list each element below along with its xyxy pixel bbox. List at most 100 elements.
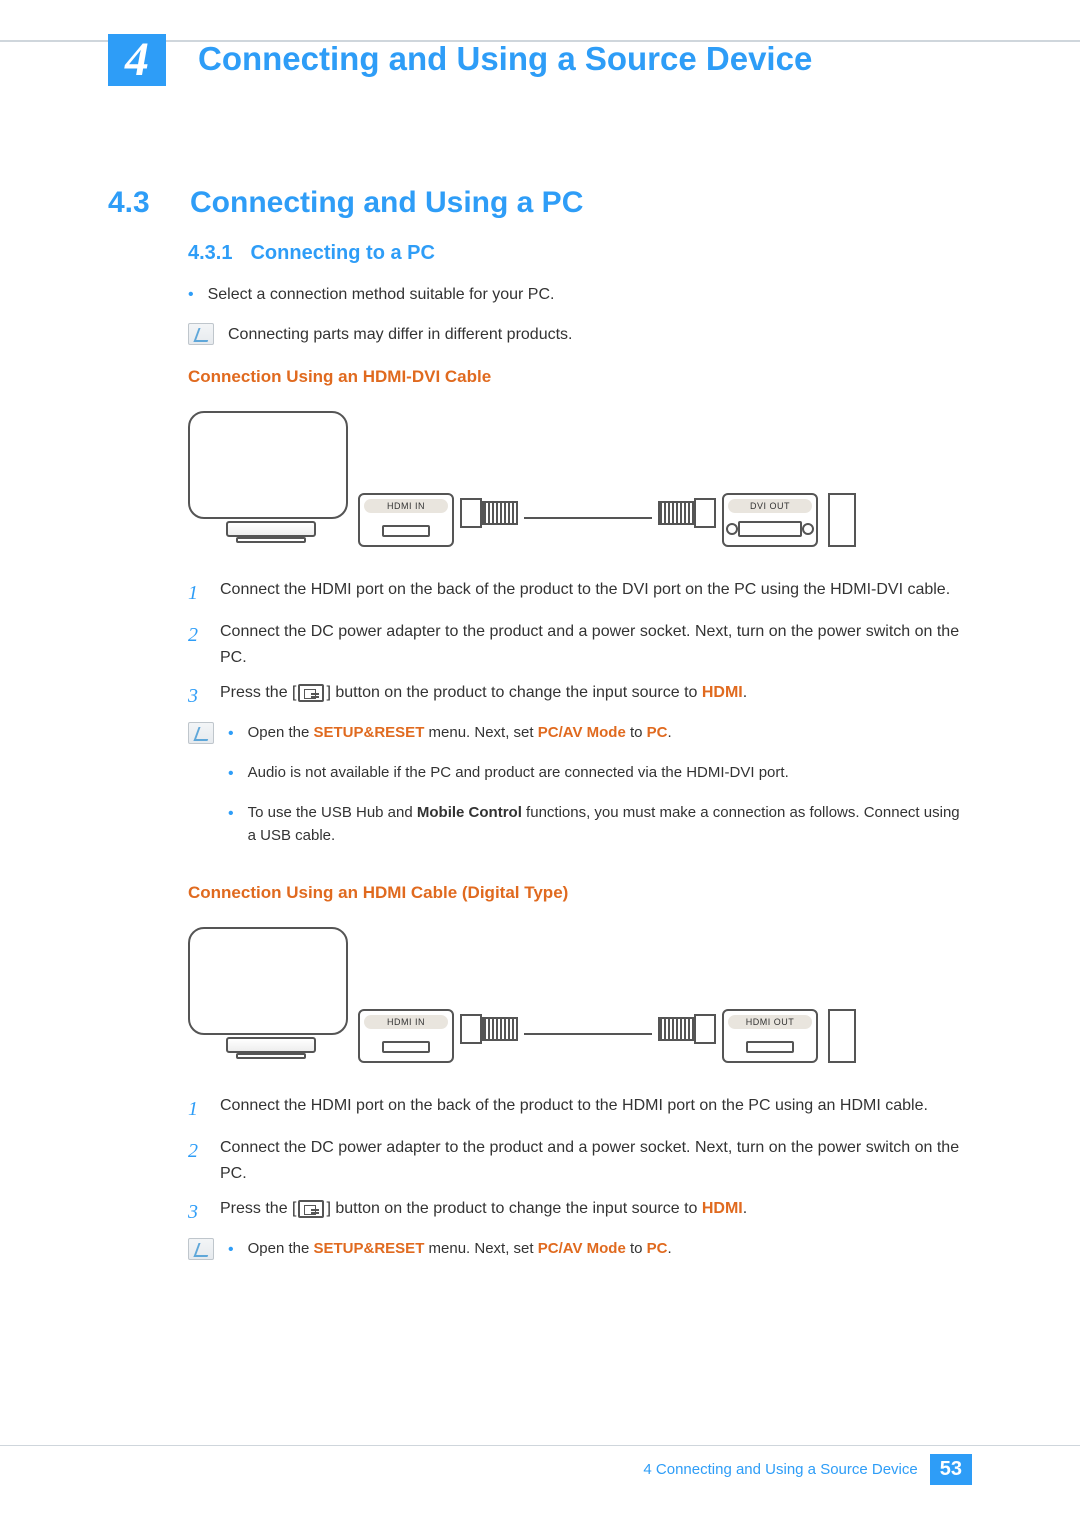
text: . xyxy=(668,1240,672,1257)
highlight: PC xyxy=(647,1240,668,1257)
dvi-out-label: DVI OUT xyxy=(728,499,812,513)
hdmi-steps: 1 Connect the HDMI port on the back of t… xyxy=(188,1093,972,1228)
source-button-icon xyxy=(298,684,324,702)
note-item: • Audio is not available if the PC and p… xyxy=(228,762,972,786)
step-number: 1 xyxy=(188,1093,206,1125)
step-text: Connect the HDMI port on the back of the… xyxy=(220,1093,972,1125)
pc-icon xyxy=(828,1009,856,1063)
text: . xyxy=(668,724,672,741)
note-item: • To use the USB Hub and Mobile Control … xyxy=(228,802,972,847)
section-title: Connecting and Using a PC xyxy=(190,186,583,220)
note-item: • Open the SETUP&RESET menu. Next, set P… xyxy=(228,722,972,746)
hdmi-in-label: HDMI IN xyxy=(364,499,448,513)
cable-line xyxy=(524,1033,652,1035)
note-text: Open the SETUP&RESET menu. Next, set PC/… xyxy=(248,722,672,746)
note-text: Audio is not available if the PC and pro… xyxy=(248,762,789,786)
hdmi-in-port: HDMI IN xyxy=(358,493,454,547)
text: . xyxy=(743,1200,747,1217)
text: to xyxy=(626,724,647,741)
bullet-icon: • xyxy=(228,1238,234,1262)
highlight: PC/AV Mode xyxy=(538,1240,626,1257)
intro-note: Connecting parts may differ in different… xyxy=(188,323,972,347)
bullet-icon: • xyxy=(188,283,194,307)
highlight: HDMI xyxy=(702,1200,743,1217)
step-number: 2 xyxy=(188,1135,206,1186)
section-heading: 4.3 Connecting and Using a PC xyxy=(108,186,972,220)
step-text: Connect the HDMI port on the back of the… xyxy=(220,577,972,609)
text: Open the xyxy=(248,724,314,741)
intro-note-text: Connecting parts may differ in different… xyxy=(228,323,572,347)
highlight: HDMI xyxy=(702,684,743,701)
footer-page-number: 53 xyxy=(930,1454,972,1485)
section-number: 4.3 xyxy=(108,186,168,220)
monitor-icon xyxy=(188,927,354,1063)
text: to xyxy=(626,1240,647,1257)
dvi-out-port: DVI OUT xyxy=(722,493,818,547)
note-text: To use the USB Hub and Mobile Control fu… xyxy=(248,802,972,847)
list-item: 2 Connect the DC power adapter to the pr… xyxy=(188,619,972,670)
hdmi-heading: Connection Using an HDMI Cable (Digital … xyxy=(188,883,972,903)
text: menu. Next, set xyxy=(424,1240,537,1257)
note-icon xyxy=(188,1238,214,1260)
hdmi-notes: • Open the SETUP&RESET menu. Next, set P… xyxy=(188,1238,972,1278)
hdmi-out-port: HDMI OUT xyxy=(722,1009,818,1063)
step-text: Connect the DC power adapter to the prod… xyxy=(220,619,972,670)
chapter-title: Connecting and Using a Source Device xyxy=(198,40,812,78)
note-icon xyxy=(188,323,214,345)
hdmi-dvi-notes: • Open the SETUP&RESET menu. Next, set P… xyxy=(188,722,972,863)
list-item: 1 Connect the HDMI port on the back of t… xyxy=(188,1093,972,1125)
note-text: Open the SETUP&RESET menu. Next, set PC/… xyxy=(248,1238,672,1262)
intro-bullet: • Select a connection method suitable fo… xyxy=(188,283,972,307)
step-text: Connect the DC power adapter to the prod… xyxy=(220,1135,972,1186)
text: To use the USB Hub and xyxy=(248,804,417,821)
bullet-icon: • xyxy=(228,802,234,847)
subsection-heading: 4.3.1 Connecting to a PC xyxy=(188,242,972,265)
step-text: Press the [ ] button on the product to ch… xyxy=(220,1196,972,1228)
step-number: 3 xyxy=(188,680,206,712)
text: Press the [ xyxy=(220,684,296,701)
text: ] button on the product to change the in… xyxy=(326,1200,701,1217)
text: . xyxy=(743,684,747,701)
step-number: 2 xyxy=(188,619,206,670)
hdmi-in-label: HDMI IN xyxy=(364,1015,448,1029)
highlight: SETUP&RESET xyxy=(314,1240,425,1257)
step-text: Press the [ ] button on the product to ch… xyxy=(220,680,972,712)
dvi-connector-icon xyxy=(654,501,714,535)
hdmi-out-label: HDMI OUT xyxy=(728,1015,812,1029)
text: ] button on the product to change the in… xyxy=(326,684,701,701)
list-item: 3 Press the [ ] button on the product to … xyxy=(188,680,972,712)
pc-icon xyxy=(828,493,856,547)
source-button-icon xyxy=(298,1200,324,1218)
page-content: 4.3 Connecting and Using a PC 4.3.1 Conn… xyxy=(108,186,972,1298)
hdmi-connector-icon xyxy=(462,1017,522,1051)
text: Press the [ xyxy=(220,1200,296,1217)
note-icon xyxy=(188,722,214,744)
hdmi-connector-icon xyxy=(654,1017,714,1051)
bullet-icon: • xyxy=(228,722,234,746)
intro-bullet-text: Select a connection method suitable for … xyxy=(208,283,555,307)
subsection-title: Connecting to a PC xyxy=(250,242,434,265)
text: Open the xyxy=(248,1240,314,1257)
hdmi-dvi-steps: 1 Connect the HDMI port on the back of t… xyxy=(188,577,972,712)
hdmi-dvi-heading: Connection Using an HDMI-DVI Cable xyxy=(188,367,972,387)
highlight: PC xyxy=(647,724,668,741)
step-number: 1 xyxy=(188,577,206,609)
hdmi-in-port: HDMI IN xyxy=(358,1009,454,1063)
footer-chapter-text: 4 Connecting and Using a Source Device xyxy=(643,1461,929,1478)
list-item: 1 Connect the HDMI port on the back of t… xyxy=(188,577,972,609)
list-item: 3 Press the [] button on the product to … xyxy=(188,1196,972,1228)
highlight: PC/AV Mode xyxy=(538,724,626,741)
monitor-icon xyxy=(188,411,354,547)
highlight: SETUP&RESET xyxy=(314,724,425,741)
subsection-number: 4.3.1 xyxy=(188,242,232,265)
bold-text: Mobile Control xyxy=(417,804,522,821)
note-item: • Open the SETUP&RESET menu. Next, set P… xyxy=(228,1238,972,1262)
cable-line xyxy=(524,517,652,519)
page-footer: 4 Connecting and Using a Source Device 5… xyxy=(0,1445,1080,1487)
hdmi-connector-icon xyxy=(462,501,522,535)
list-item: 2 Connect the DC power adapter to the pr… xyxy=(188,1135,972,1186)
hdmi-diagram: HDMI IN HDMI OUT xyxy=(188,917,866,1077)
chapter-number-badge: 4 xyxy=(108,34,166,86)
bullet-icon: • xyxy=(228,762,234,786)
hdmi-dvi-diagram: HDMI IN DVI OUT xyxy=(188,401,866,561)
